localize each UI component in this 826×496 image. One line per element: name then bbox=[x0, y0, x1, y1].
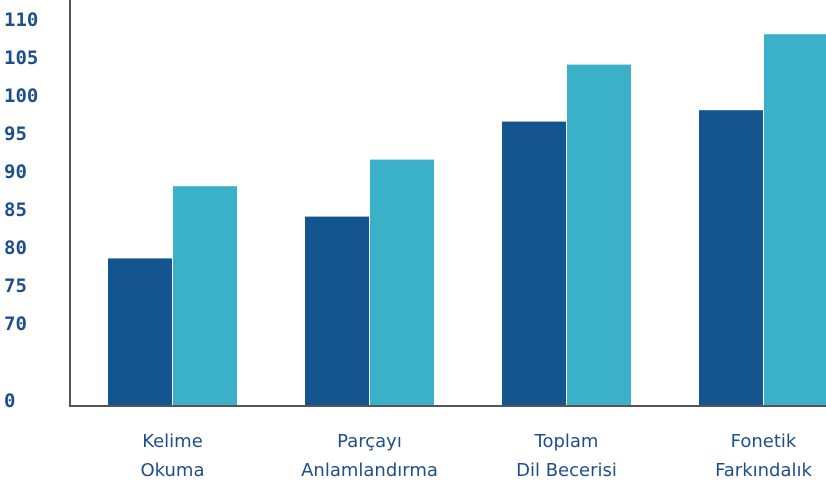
bar-series-1-2 bbox=[305, 216, 369, 406]
y-tick-label: 110 bbox=[4, 9, 38, 31]
y-tick-label: 95 bbox=[4, 123, 27, 145]
y-axis-ticks: 0 70 75 80 85 90 95 100 105 110 bbox=[4, 9, 38, 412]
y-tick-label: 0 bbox=[4, 390, 15, 412]
y-tick-label: 80 bbox=[4, 237, 27, 259]
y-tick-label: 85 bbox=[4, 199, 27, 221]
bar-series-2-2 bbox=[370, 159, 434, 406]
bar-series-1-4 bbox=[699, 110, 763, 406]
x-axis-ticks: Kelime Okuma Parçayı Anlamlandırma Toplam Dil… bbox=[140, 431, 812, 481]
bar-series-2-4 bbox=[764, 34, 826, 406]
x-tick-label: Parçayı bbox=[337, 431, 402, 452]
x-tick-label: Okuma bbox=[140, 460, 204, 481]
y-tick-label: 100 bbox=[4, 85, 38, 107]
bar-series-2-3 bbox=[567, 64, 631, 406]
bar-series-1-3 bbox=[502, 121, 566, 406]
x-tick-label: Kelime bbox=[142, 431, 203, 452]
x-tick-label: Fonetik bbox=[731, 431, 797, 452]
bar-series-1-1 bbox=[108, 258, 172, 406]
x-tick-label: Toplam bbox=[534, 431, 599, 452]
y-tick-label: 105 bbox=[4, 47, 38, 69]
y-tick-label: 70 bbox=[4, 313, 27, 335]
x-tick-label: Dil Becerisi bbox=[516, 460, 617, 481]
y-tick-label: 90 bbox=[4, 161, 27, 183]
x-tick-label: Farkındalık bbox=[715, 460, 812, 481]
bar-series-2-1 bbox=[173, 186, 237, 406]
bar-group bbox=[108, 34, 826, 406]
y-tick-label: 75 bbox=[4, 275, 27, 297]
x-tick-label: Anlamlandırma bbox=[301, 460, 438, 481]
